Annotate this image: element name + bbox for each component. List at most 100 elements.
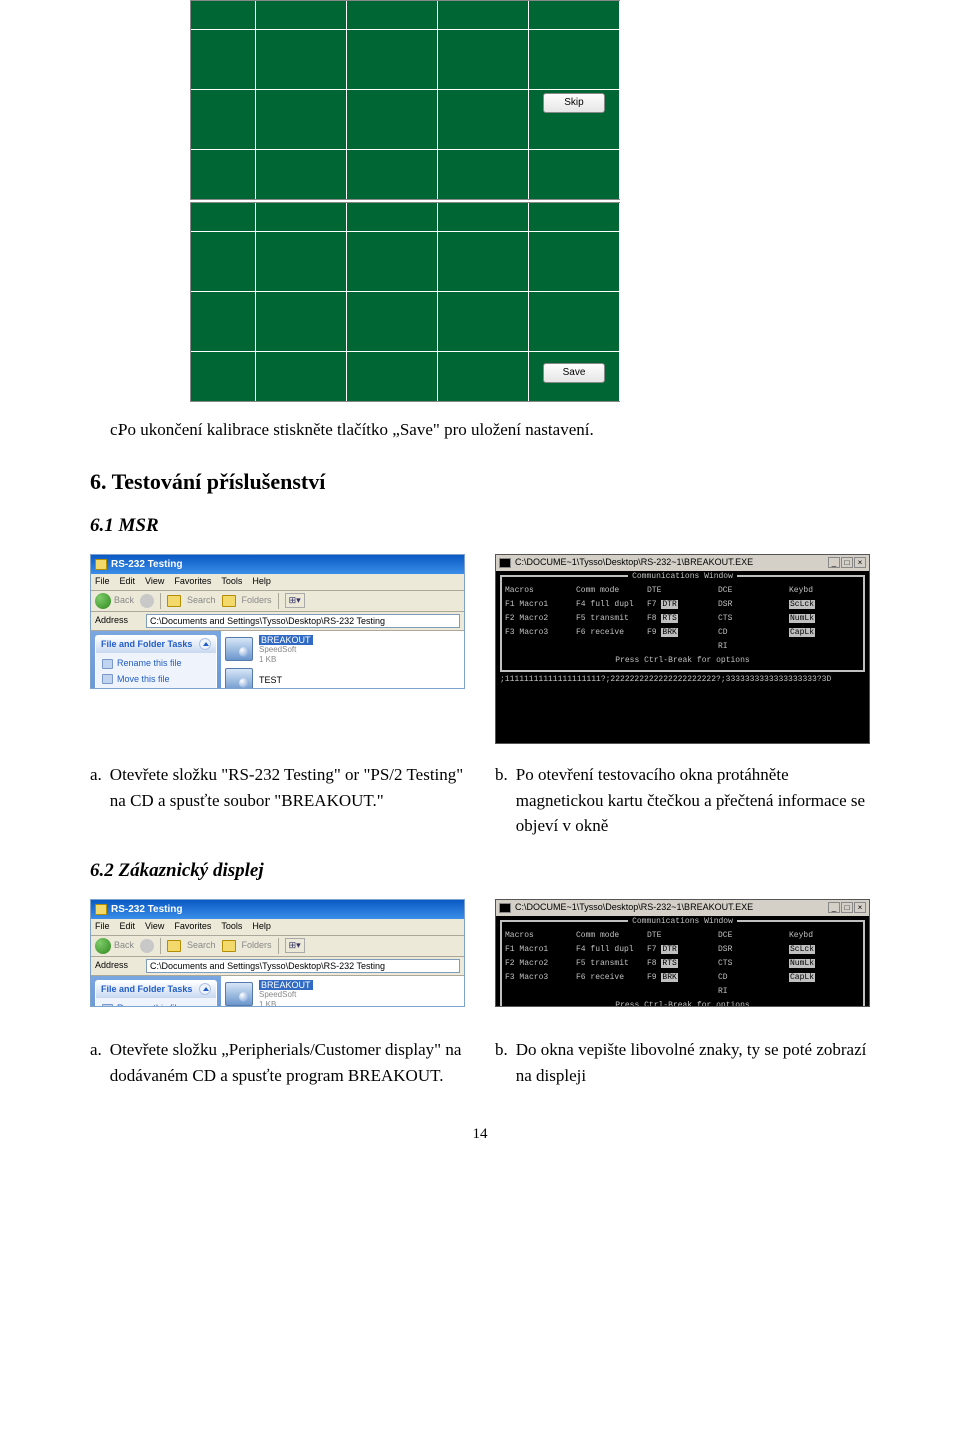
comm-row: F1 Macro1F4 full duplF7 DTRDSRScLck xyxy=(505,599,860,611)
tasks-list: Rename this fileMove this fileCopy this … xyxy=(96,998,216,1007)
search-label[interactable]: Search xyxy=(187,939,216,953)
file-name: BREAKOUT xyxy=(259,980,313,991)
explorer-menu: File Edit View Favorites Tools Help xyxy=(91,919,464,936)
terminal-window-1: C:\DOCUME~1\Tysso\Desktop\RS-232~1\BREAK… xyxy=(495,554,870,744)
views-icon[interactable]: ⊞▾ xyxy=(285,593,305,609)
file-row[interactable]: BREAKOUTSpeedSoft1 KB xyxy=(225,980,460,1008)
comm-col-header: Comm mode xyxy=(576,585,647,597)
address-input[interactable] xyxy=(146,959,460,973)
minimize-icon[interactable]: _ xyxy=(828,557,840,568)
menu-item-tools[interactable]: Tools xyxy=(221,920,242,934)
folders-icon[interactable] xyxy=(222,940,236,952)
chevron-up-icon[interactable] xyxy=(199,638,211,650)
tasks-header: File and Folder Tasks xyxy=(101,638,192,652)
green-panel-top: Skip xyxy=(190,0,620,200)
maximize-icon[interactable]: □ xyxy=(841,557,853,568)
task-label: Rename this file xyxy=(117,1002,182,1007)
back-label[interactable]: Back xyxy=(114,594,134,608)
save-button[interactable]: Save xyxy=(543,363,605,383)
back-icon[interactable] xyxy=(95,938,111,954)
folder-icon xyxy=(95,904,107,915)
cd-a-label: a. xyxy=(90,1037,102,1063)
terminal-title: C:\DOCUME~1\Tysso\Desktop\RS-232~1\BREAK… xyxy=(515,901,753,915)
folders-icon[interactable] xyxy=(222,595,236,607)
forward-icon[interactable] xyxy=(140,594,154,608)
folders-label[interactable]: Folders xyxy=(242,939,272,953)
maximize-icon[interactable]: □ xyxy=(841,902,853,913)
task-label: Rename this file xyxy=(117,657,182,671)
explorer-addressbar: Address xyxy=(91,612,464,631)
skip-button[interactable]: Skip xyxy=(543,93,605,113)
search-icon[interactable] xyxy=(167,940,181,952)
explorer-title: RS-232 Testing xyxy=(111,557,183,572)
forward-icon[interactable] xyxy=(140,939,154,953)
explorer-title: RS-232 Testing xyxy=(111,902,183,917)
file-name: BREAKOUT xyxy=(259,635,313,646)
explorer-window-1: RS-232 Testing File Edit View Favorites Tool… xyxy=(90,554,465,689)
green-panel-bottom: Save xyxy=(190,202,620,402)
task-item[interactable]: Rename this file xyxy=(102,656,210,672)
page-number: 14 xyxy=(90,1123,870,1146)
comm-col-header: DCE xyxy=(718,585,789,597)
menu-item-edit[interactable]: Edit xyxy=(120,575,136,589)
comm-col-header: Keybd xyxy=(789,585,860,597)
menu-item-favorites[interactable]: Favorites xyxy=(174,575,211,589)
menu-item-help[interactable]: Help xyxy=(252,575,271,589)
back-label[interactable]: Back xyxy=(114,939,134,953)
explorer-window-2: RS-232 Testing File Edit View Favorites Tool… xyxy=(90,899,465,1007)
exe-icon xyxy=(225,637,253,661)
views-icon[interactable]: ⊞▾ xyxy=(285,938,305,954)
terminal-output: ;11111111111111111111?;22222222222222222… xyxy=(498,674,867,686)
explorer-toolbar: Back Search Folders ⊞▾ xyxy=(91,936,464,957)
explorer-files: BREAKOUTSpeedSoft1 KB TEST xyxy=(221,631,464,690)
folders-label[interactable]: Folders xyxy=(242,594,272,608)
row-msr-screens: RS-232 Testing File Edit View Favorites Tool… xyxy=(90,554,870,744)
comm-body: F1 Macro1F4 full duplF7 DTRDSRScLckF2 Ma… xyxy=(505,944,860,998)
row-cd-text: a. Otevřete složku „Peripherials/Custome… xyxy=(90,1037,870,1088)
close-icon[interactable]: × xyxy=(854,902,866,913)
file-meta: SpeedSoft xyxy=(259,645,313,655)
menu-item-help[interactable]: Help xyxy=(252,920,271,934)
back-icon[interactable] xyxy=(95,593,111,609)
minimize-icon[interactable]: _ xyxy=(828,902,840,913)
close-icon[interactable]: × xyxy=(854,557,866,568)
menu-item-view[interactable]: View xyxy=(145,920,164,934)
search-label[interactable]: Search xyxy=(187,594,216,608)
msr-a-text: Otevřete složku "RS-232 Testing" or "PS/… xyxy=(110,762,465,813)
comm-body: F1 Macro1F4 full duplF7 DTRDSRScLckF2 Ma… xyxy=(505,599,860,653)
file-row[interactable]: BREAKOUTSpeedSoft1 KB xyxy=(225,635,460,665)
msr-b-text: Po otevření testovacího okna protáhněte … xyxy=(516,762,870,839)
folder-icon xyxy=(132,961,142,970)
folder-icon xyxy=(95,559,107,570)
menu-item-file[interactable]: File xyxy=(95,575,110,589)
tasks-header: File and Folder Tasks xyxy=(101,983,192,997)
task-item[interactable]: Move this file xyxy=(102,672,210,688)
ctrl-break-hint: Press Ctrl-Break for options xyxy=(505,655,860,667)
para-c-text: Po ukončení kalibrace stiskněte tlačítko… xyxy=(138,417,870,443)
window-buttons: _□× xyxy=(828,557,866,568)
menu-item-favorites[interactable]: Favorites xyxy=(174,920,211,934)
task-item[interactable]: Rename this file xyxy=(102,1001,210,1007)
folder-icon xyxy=(132,616,142,625)
cd-b-label: b. xyxy=(495,1037,508,1063)
explorer-titlebar: RS-232 Testing xyxy=(91,555,464,574)
cd-a-text: Otevřete složku „Peripherials/Customer d… xyxy=(110,1037,465,1088)
task-item[interactable]: Copy this file xyxy=(102,687,210,689)
search-icon[interactable] xyxy=(167,595,181,607)
menu-item-edit[interactable]: Edit xyxy=(120,920,136,934)
exe-icon xyxy=(225,668,253,689)
comm-row: RI xyxy=(505,641,860,653)
menu-item-view[interactable]: View xyxy=(145,575,164,589)
menu-item-file[interactable]: File xyxy=(95,920,110,934)
task-icon xyxy=(102,1004,113,1007)
address-input[interactable] xyxy=(146,614,460,628)
comm-row: F2 Macro2F5 transmitF8 RTSCTSNumLk xyxy=(505,958,860,970)
chevron-up-icon[interactable] xyxy=(199,983,211,995)
file-row[interactable]: TEST xyxy=(225,668,460,689)
terminal-window-2: C:\DOCUME~1\Tysso\Desktop\RS-232~1\BREAK… xyxy=(495,899,870,1007)
msr-a-label: a. xyxy=(90,762,102,788)
explorer-menu: File Edit View Favorites Tools Help xyxy=(91,574,464,591)
terminal-title: C:\DOCUME~1\Tysso\Desktop\RS-232~1\BREAK… xyxy=(515,556,753,570)
menu-item-tools[interactable]: Tools xyxy=(221,575,242,589)
comm-col-headers: MacrosComm modeDTEDCEKeybd xyxy=(505,930,860,942)
